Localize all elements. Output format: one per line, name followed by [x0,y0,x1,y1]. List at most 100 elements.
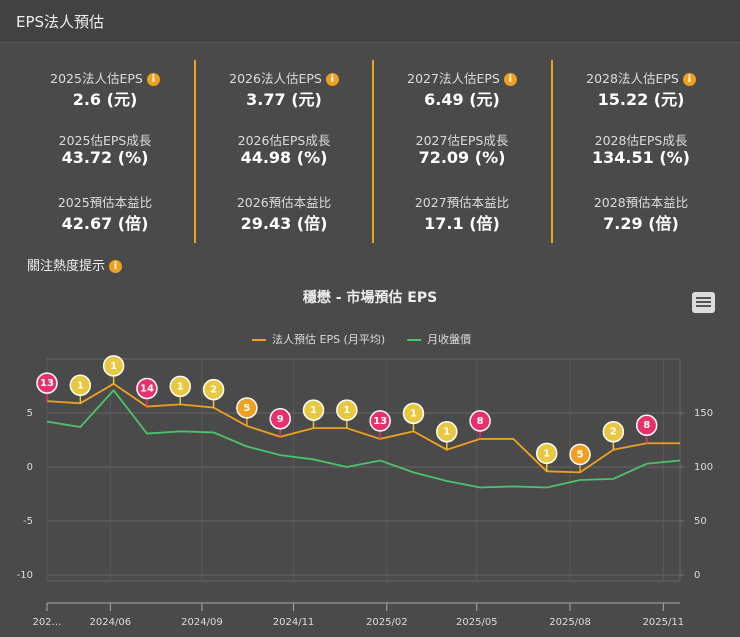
stat-label: 2026法人估EPS i [195,68,373,86]
stat-label-text: 2027預估本益比 [414,195,510,210]
y2-tick-label: 150 [694,408,713,419]
stat-label: 2028預估本益比 [552,192,730,210]
series-line [46,388,681,489]
attention-pin: 2 [202,378,225,408]
attention-pin: 9 [269,408,291,437]
pin-head [36,372,58,394]
attention-heading: 關注熱度提示 i [27,255,123,274]
stat-label: 2026預估本益比 [195,192,373,210]
pin-head [436,420,458,443]
pin-label: 1 [443,427,450,438]
stat-label-text: 2026預估本益比 [236,195,332,210]
pin-label: 13 [373,416,387,427]
pin-head [336,399,358,421]
stat-value: 2.6 (元) [72,90,138,109]
y-tick-label: 5 [27,408,33,419]
pin-head [402,402,425,425]
pin-head [69,374,92,397]
info-icon[interactable]: i [109,260,123,273]
stat-label-text: 2027估EPS成長 [415,133,509,148]
menu-button[interactable] [692,292,715,313]
pin-head [302,399,325,421]
stat-value: 6.49 (元) [424,90,500,109]
attention-pin: 1 [69,374,92,404]
x-tick-label: 202… [32,617,61,628]
attention-pin: 1 [436,420,458,450]
stat-value: 43.72 (%) [61,148,149,167]
pin-label: 14 [140,384,154,395]
x-tick-label: 2025/02 [366,617,408,628]
stat-label: 2025預估本益比 [16,192,194,210]
x-tick-label: 2024/06 [90,617,132,628]
pin-label: 1 [177,381,184,392]
info-icon[interactable]: i [325,73,339,86]
stat-value: 17.1 (倍) [424,214,500,233]
header-title: EPS法人預估 [16,13,105,31]
attention-pin: 2 [602,420,625,450]
attention-pin: 5 [569,443,591,473]
x-tick-label: 2025/08 [549,617,591,628]
stat-label: 2027法人估EPS i [373,68,551,86]
stat-label-text: 2027法人估EPS [407,71,500,86]
stat-label-text: 2025預估本益比 [57,195,153,210]
pin-label: 2 [610,427,617,438]
legend-label: 月收盤價 [427,332,471,346]
stat-label: 2026估EPS成長 [195,130,373,148]
stat-value: 15.22 (元) [597,90,685,109]
stat-label: 2027預估本益比 [373,192,551,210]
attention-pin: 8 [635,414,658,444]
pin-label: 9 [277,414,284,425]
header: EPS法人預估 [0,0,740,43]
stat-value: 7.29 (倍) [603,214,679,233]
pin-label: 1 [543,448,550,459]
pin-head [102,355,125,377]
attention-pin: 8 [469,410,491,439]
stat-column: 2025法人估EPS i 2.6 (元) 2025估EPS成長 43.72 (%) 202… [16,60,194,245]
info-icon[interactable]: i [503,73,517,86]
stat-value: 29.43 (倍) [240,214,328,233]
stat-column: 2027法人估EPS i 6.49 (元) 2027估EPS成長 72.09 (%) 20… [373,60,551,245]
stat-column: 2026法人估EPS i 3.77 (元) 2026估EPS成長 44.98 (%) 20… [195,60,373,245]
y-tick-label: 0 [27,462,33,473]
pin-label: 2 [210,385,217,396]
pin-label: 1 [77,380,84,391]
pin-label: 5 [243,403,250,414]
stat-label: 2025估EPS成長 [16,130,194,148]
pin-head [569,443,591,466]
pin-head [202,378,225,401]
attention-pin: 13 [36,372,58,402]
info-icon[interactable]: i [146,73,160,86]
chart-title: 穩懋 - 市場預估 EPS [303,289,437,306]
info-icon[interactable]: i [682,73,696,86]
x-tick-label: 2024/09 [181,617,223,628]
separator [372,60,374,243]
attention-pin: 1 [402,402,425,432]
attention-pin: 1 [302,399,325,429]
pin-label: 13 [40,378,54,389]
pin-head [635,414,658,436]
pin-label: 1 [110,361,117,372]
stat-value: 42.67 (倍) [61,214,149,233]
attention-pin: 5 [236,397,258,426]
x-tick-label: 2025/05 [456,617,498,628]
y2-tick-label: 0 [694,570,700,581]
stat-label-text: 2028法人估EPS [586,71,679,86]
stat-value: 72.09 (%) [418,148,506,167]
series-line [46,382,680,474]
stat-label: 2025法人估EPS i [16,68,194,86]
stat-label-text: 2026法人估EPS [229,71,322,86]
separator [551,60,553,243]
pin-head [369,410,391,432]
stat-label-text: 2026估EPS成長 [237,133,331,148]
pin-label: 1 [343,405,350,416]
stat-label-text: 2025法人估EPS [50,71,143,86]
pin-label: 8 [643,420,650,431]
y-tick-label: -5 [23,516,33,527]
pin-label: 5 [577,449,584,460]
x-tick-label: 2025/11 [643,617,685,628]
stat-value: 44.98 (%) [240,148,328,167]
attention-title: 關注熱度提示 [27,259,106,274]
pin-label: 1 [410,408,417,419]
